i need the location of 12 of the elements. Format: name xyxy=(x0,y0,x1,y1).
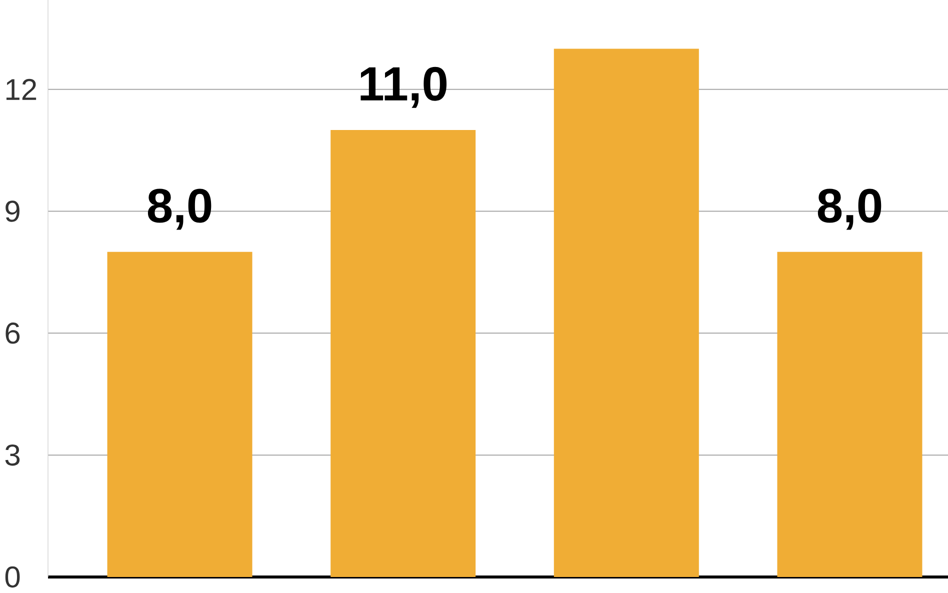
data-label: 8,0 xyxy=(148,188,212,230)
data-label: 8,0 xyxy=(818,188,882,230)
bar xyxy=(107,252,252,577)
bar xyxy=(554,48,699,577)
y-tick-label: 3 xyxy=(5,444,20,466)
y-tick-label: 6 xyxy=(6,322,20,344)
y-tick-label: 12 xyxy=(6,78,36,100)
y-tick-label: 0 xyxy=(5,566,20,588)
data-label: 11,0 xyxy=(360,66,447,108)
bar xyxy=(330,130,476,577)
bar xyxy=(777,252,922,577)
y-tick-label: 9 xyxy=(6,200,20,222)
